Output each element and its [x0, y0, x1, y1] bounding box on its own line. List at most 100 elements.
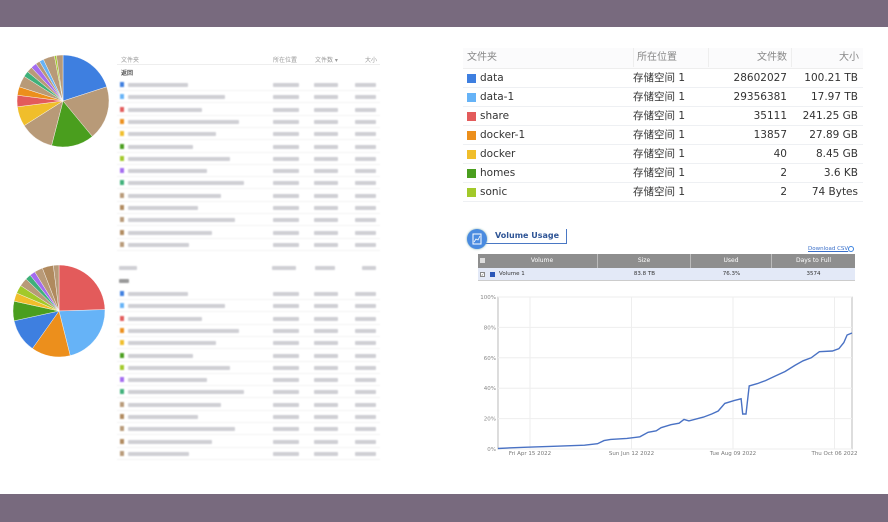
folder-location: 存储空间 1 [633, 167, 686, 179]
left-bottom-folder-table [117, 262, 380, 462]
table-row[interactable] [117, 325, 380, 337]
table-row[interactable] [117, 411, 380, 423]
x-tick-label: Fri Apr 15 2022 [509, 451, 551, 457]
table-header: 文件夹 所在位置 文件数 ▾ 大小 [117, 52, 380, 65]
header-used[interactable]: Used [691, 254, 772, 268]
table-row[interactable] [117, 300, 380, 313]
header-days-to-full[interactable]: Days to Full [795, 257, 832, 264]
table-row[interactable] [117, 165, 380, 178]
table-row[interactable] [117, 202, 380, 214]
table-row[interactable] [117, 362, 380, 374]
folder-name: data-1 [480, 91, 515, 103]
table-row[interactable] [117, 116, 380, 128]
pie-slice[interactable] [62, 54, 108, 102]
table-row[interactable] [117, 374, 380, 387]
chart-line-icon [467, 229, 487, 249]
folder-row[interactable]: docker 存储空间 1 40 8.45 GB [463, 145, 863, 164]
pie-slice[interactable] [53, 264, 60, 312]
x-tick-label: Tue Aug 09 2022 [709, 451, 756, 457]
folder-color-swatch [120, 118, 124, 124]
folder-row[interactable]: share 存储空间 1 35111 241.25 GB [463, 107, 863, 126]
table-row[interactable] [117, 350, 380, 362]
folder-size: 27.89 GB [809, 129, 858, 141]
table-row[interactable] [117, 288, 380, 300]
header-size[interactable]: Size [598, 254, 691, 268]
volume-used: 76.3% [722, 271, 741, 277]
table-row[interactable] [117, 153, 380, 165]
folder-color-swatch [120, 94, 124, 100]
folder-row[interactable]: data-1 存储空间 1 29356381 17.97 TB [463, 88, 863, 107]
volume-name: Volume 1 [499, 271, 525, 277]
pie-slice[interactable] [62, 86, 110, 137]
table-row[interactable] [117, 177, 380, 190]
table-row[interactable] [117, 141, 380, 153]
header-volume[interactable]: Volume [487, 254, 598, 268]
header-files[interactable]: 文件数 ▾ [315, 57, 338, 64]
header-size[interactable]: 大小 [791, 48, 859, 67]
bottom-frame-bar [0, 494, 888, 522]
folder-color-swatch [120, 426, 124, 432]
pie-slice[interactable] [56, 54, 64, 102]
volume-row[interactable]: ✓ Volume 1 83.8 TB 76.3% 3574 [478, 268, 855, 281]
table-row[interactable] [117, 190, 380, 202]
x-tick-label: Sun Jun 12 2022 [609, 451, 654, 457]
folder-color-swatch [120, 340, 124, 346]
select-all-checkbox[interactable] [480, 258, 485, 263]
folders-table: 文件夹 所在位置 文件数 大小 data 存储空间 1 28602027 100… [463, 48, 863, 204]
folder-row[interactable]: docker-1 存储空间 1 13857 27.89 GB [463, 126, 863, 145]
folder-color-swatch [120, 364, 124, 370]
y-tick-label: 40% [484, 386, 496, 392]
folder-location: 存储空间 1 [633, 186, 686, 198]
folder-location: 存储空间 1 [633, 91, 686, 103]
folder-name: sonic [480, 186, 508, 198]
table-row[interactable] [117, 448, 380, 460]
folder-file-count: 29356381 [733, 91, 787, 103]
table-row[interactable] [117, 436, 380, 448]
folder-color-swatch [467, 131, 476, 140]
volume-checkbox[interactable]: ✓ [480, 272, 485, 277]
header-location[interactable]: 所在位置 [633, 48, 677, 67]
pie-slice[interactable] [58, 264, 106, 312]
back-link[interactable]: 返回 [121, 70, 134, 77]
pie-slice[interactable] [58, 309, 106, 356]
folder-color-swatch [120, 205, 124, 210]
folder-color-swatch [120, 131, 124, 137]
header-location[interactable]: 所在位置 [273, 57, 298, 64]
folder-name: share [480, 110, 510, 122]
table-row[interactable] [117, 423, 380, 436]
folder-color-swatch [120, 438, 124, 444]
table-row[interactable] [117, 128, 380, 141]
header-folder[interactable]: 文件夹 [467, 52, 497, 63]
table-row[interactable] [117, 386, 380, 399]
folder-row[interactable]: data 存储空间 1 28602027 100.21 TB [463, 69, 863, 88]
table-row[interactable] [117, 239, 380, 251]
folder-location: 存储空间 1 [633, 72, 686, 84]
header-size[interactable]: 大小 [365, 57, 378, 64]
table-row[interactable] [117, 227, 380, 239]
table-row[interactable] [117, 337, 380, 350]
y-tick-label: 0% [487, 447, 496, 453]
volume-table: Volume Size Used Days to Full ✓ Volume 1… [478, 254, 855, 282]
folder-file-count: 35111 [753, 110, 787, 122]
folder-color-swatch [120, 327, 124, 333]
folder-color-swatch [467, 188, 476, 197]
table-row[interactable] [117, 91, 380, 104]
header-files[interactable]: 文件数 [708, 48, 790, 67]
table-row[interactable] [117, 104, 380, 116]
table-row[interactable] [117, 399, 380, 411]
folder-size: 74 Bytes [811, 186, 858, 198]
download-csv-link[interactable]: Download CSV [808, 246, 849, 252]
folder-color-swatch [467, 93, 476, 102]
folder-row[interactable]: homes 存储空间 1 2 3.6 KB [463, 164, 863, 183]
folder-size: 241.25 GB [802, 110, 858, 122]
folder-name: docker-1 [480, 129, 526, 141]
table-row[interactable] [117, 214, 380, 227]
table-row[interactable] [117, 313, 380, 325]
folder-name: data [480, 72, 504, 84]
folder-color-swatch [120, 377, 124, 383]
header-folder[interactable]: 文件夹 [121, 57, 140, 64]
folder-row[interactable]: sonic 存储空间 1 2 74 Bytes [463, 183, 863, 202]
volume-color-swatch [490, 272, 495, 277]
table-row[interactable] [117, 79, 380, 91]
download-icon[interactable] [848, 246, 854, 252]
